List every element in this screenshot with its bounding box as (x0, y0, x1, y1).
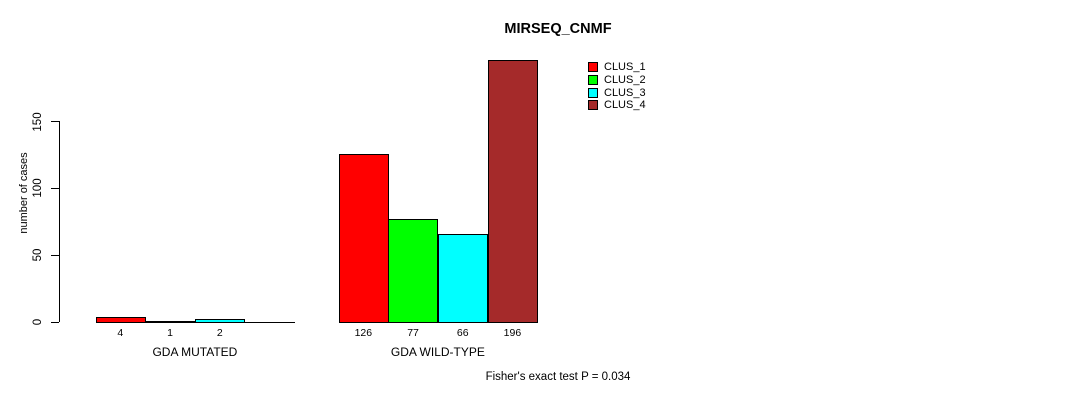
y-tick-mark (51, 121, 59, 123)
bar-value-label: 2 (216, 327, 223, 339)
bar-clus_2-wildtype (388, 219, 439, 323)
bar-clus_4-wildtype (487, 60, 538, 323)
y-tick-label: 0 (32, 318, 44, 326)
legend-swatch-clus_3 (588, 87, 598, 98)
bar-clus_1-mutated (95, 316, 146, 323)
y-tick-label: 50 (32, 248, 44, 262)
y-tick-label: 150 (32, 112, 44, 132)
chart-title: MIRSEQ_CNMF (504, 21, 612, 37)
bar-value-label: 77 (407, 327, 419, 339)
bar-clus_1-wildtype (338, 153, 389, 323)
bar-clus_3-mutated (194, 319, 245, 323)
y-tick-mark (51, 187, 59, 189)
group-label: GDA WILD-TYPE (390, 345, 485, 359)
bar-value-label: 126 (354, 327, 373, 339)
bar-value-label: 1 (167, 327, 173, 339)
bar-value-label: 196 (503, 327, 522, 339)
legend-swatch-clus_1 (588, 62, 598, 73)
bar-value-label: 4 (117, 327, 124, 339)
legend-item-clus_4: CLUS_4 (588, 100, 646, 111)
fisher-test-note: Fisher's exact test P = 0.034 (485, 371, 631, 383)
legend-label: CLUS_3 (604, 86, 646, 99)
y-tick-label: 100 (32, 178, 44, 198)
bar-value-label: 66 (456, 327, 469, 339)
bar-clus_2-mutated (145, 320, 196, 323)
y-axis-line (59, 121, 60, 322)
legend: CLUS_1 CLUS_2 CLUS_3 CLUS_4 (588, 62, 646, 111)
group-label: GDA MUTATED (152, 345, 238, 359)
bar-clus_4-zero (244, 322, 295, 323)
legend-label: CLUS_4 (604, 99, 646, 112)
bar-clus_3-wildtype (437, 233, 488, 323)
y-tick-mark (51, 321, 59, 323)
legend-swatch-clus_2 (588, 75, 598, 86)
legend-item-clus_2: CLUS_2 (588, 75, 646, 86)
legend-item-clus_1: CLUS_1 (588, 62, 646, 73)
legend-label: CLUS_2 (604, 74, 646, 87)
legend-label: CLUS_1 (604, 61, 646, 74)
y-tick-mark (51, 254, 59, 256)
legend-swatch-clus_4 (588, 100, 598, 111)
legend-item-clus_3: CLUS_3 (588, 87, 646, 98)
y-axis-label: number of cases (18, 152, 30, 234)
